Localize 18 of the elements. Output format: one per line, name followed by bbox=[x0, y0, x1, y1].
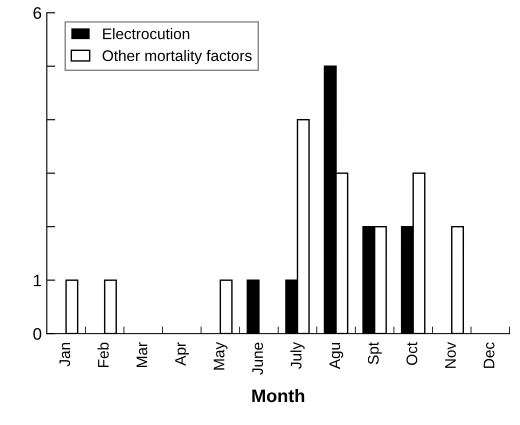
x-tick-label: Mar bbox=[136, 342, 148, 368]
x-tick-label: May bbox=[214, 342, 228, 370]
x-tick-label: Nov bbox=[445, 342, 456, 368]
x-tick-label: Feb bbox=[98, 342, 109, 368]
x-tick-label: Apr bbox=[175, 342, 189, 366]
x-tick-label: Jan bbox=[60, 342, 70, 366]
x-tick-label: Spt bbox=[368, 342, 382, 364]
x-tick-label: Dec bbox=[484, 342, 494, 368]
y-tick-label: 0 bbox=[33, 328, 42, 340]
legend-label: Electrocution bbox=[103, 28, 190, 40]
x-tick-label: June bbox=[252, 342, 264, 375]
y-tick-label: 1 bbox=[34, 274, 42, 286]
x-axis-title: Month bbox=[252, 388, 304, 402]
x-tick-label: Oct bbox=[406, 342, 418, 365]
x-tick-label: Agu bbox=[329, 342, 344, 370]
y-tick-label: 6 bbox=[34, 7, 42, 19]
x-tick-label: July bbox=[290, 342, 305, 369]
legend-label: Other mortality factors bbox=[102, 50, 252, 64]
